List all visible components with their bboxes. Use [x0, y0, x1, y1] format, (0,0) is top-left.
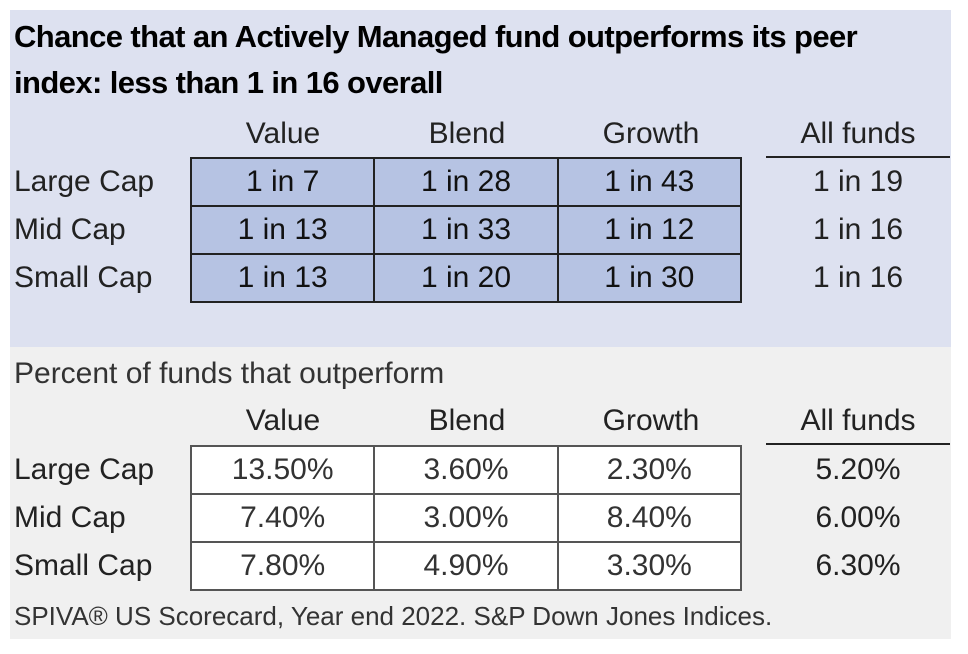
grid-cell: 1 in 7	[189, 157, 376, 207]
grid-cell: 1 in 12	[556, 205, 743, 255]
table-row: 1 in 13 1 in 20 1 in 30	[189, 253, 743, 303]
top-col-blend: Blend	[428, 117, 506, 150]
bottom-row-small-cap: Small Cap	[14, 549, 153, 582]
bottom-col-all-funds: All funds	[766, 401, 950, 445]
source-note: SPIVA® US Scorecard, Year end 2022. S&P …	[14, 601, 773, 631]
top-col-growth: Growth	[602, 117, 700, 150]
bottom-col-blend: Blend	[428, 404, 506, 437]
bottom-percent-grid: 13.50% 3.60% 2.30% 7.40% 3.00% 8.40% 7.8…	[189, 445, 743, 591]
top-all-mid-cap: 1 in 16	[812, 213, 904, 246]
top-row-mid-cap: Mid Cap	[14, 213, 126, 246]
grid-cell: 7.40%	[189, 493, 376, 543]
grid-cell: 1 in 33	[373, 205, 559, 255]
bottom-col-growth: Growth	[602, 404, 700, 437]
bottom-subtitle: Percent of funds that outperform	[14, 357, 445, 390]
table-row: 7.80% 4.90% 3.30%	[189, 541, 743, 591]
grid-cell: 3.60%	[373, 445, 559, 495]
table-row: 13.50% 3.60% 2.30%	[189, 445, 743, 495]
grid-cell: 13.50%	[189, 445, 376, 495]
grid-cell: 1 in 13	[189, 253, 376, 303]
grid-cell: 1 in 28	[373, 157, 559, 207]
bottom-col-value: Value	[245, 404, 321, 437]
grid-cell: 1 in 20	[373, 253, 559, 303]
top-col-all-funds: All funds	[766, 114, 950, 158]
top-all-large-cap: 1 in 19	[812, 165, 904, 198]
grid-cell: 7.80%	[189, 541, 376, 591]
grid-cell: 3.30%	[556, 541, 743, 591]
grid-cell: 2.30%	[556, 445, 743, 495]
bottom-all-large-cap: 5.20%	[815, 453, 901, 486]
bottom-row-mid-cap: Mid Cap	[14, 501, 126, 534]
top-col-value: Value	[245, 117, 321, 150]
grid-cell: 3.00%	[373, 493, 559, 543]
bottom-row-large-cap: Large Cap	[14, 453, 155, 486]
bottom-all-small-cap: 6.30%	[815, 549, 901, 582]
table-row: 1 in 7 1 in 28 1 in 43	[189, 157, 743, 207]
grid-cell: 1 in 43	[556, 157, 743, 207]
top-row-small-cap: Small Cap	[14, 261, 153, 294]
grid-cell: 8.40%	[556, 493, 743, 543]
table-row: 1 in 13 1 in 33 1 in 12	[189, 205, 743, 255]
top-all-small-cap: 1 in 16	[812, 261, 904, 294]
table-row: 7.40% 3.00% 8.40%	[189, 493, 743, 543]
page-title: Chance that an Actively Managed fund out…	[14, 19, 858, 100]
grid-cell: 1 in 30	[556, 253, 743, 303]
top-row-large-cap: Large Cap	[14, 165, 155, 198]
top-odds-grid: 1 in 7 1 in 28 1 in 43 1 in 13 1 in 33 1…	[189, 157, 743, 303]
grid-cell: 1 in 13	[189, 205, 376, 255]
grid-cell: 4.90%	[373, 541, 559, 591]
bottom-all-mid-cap: 6.00%	[815, 501, 901, 534]
